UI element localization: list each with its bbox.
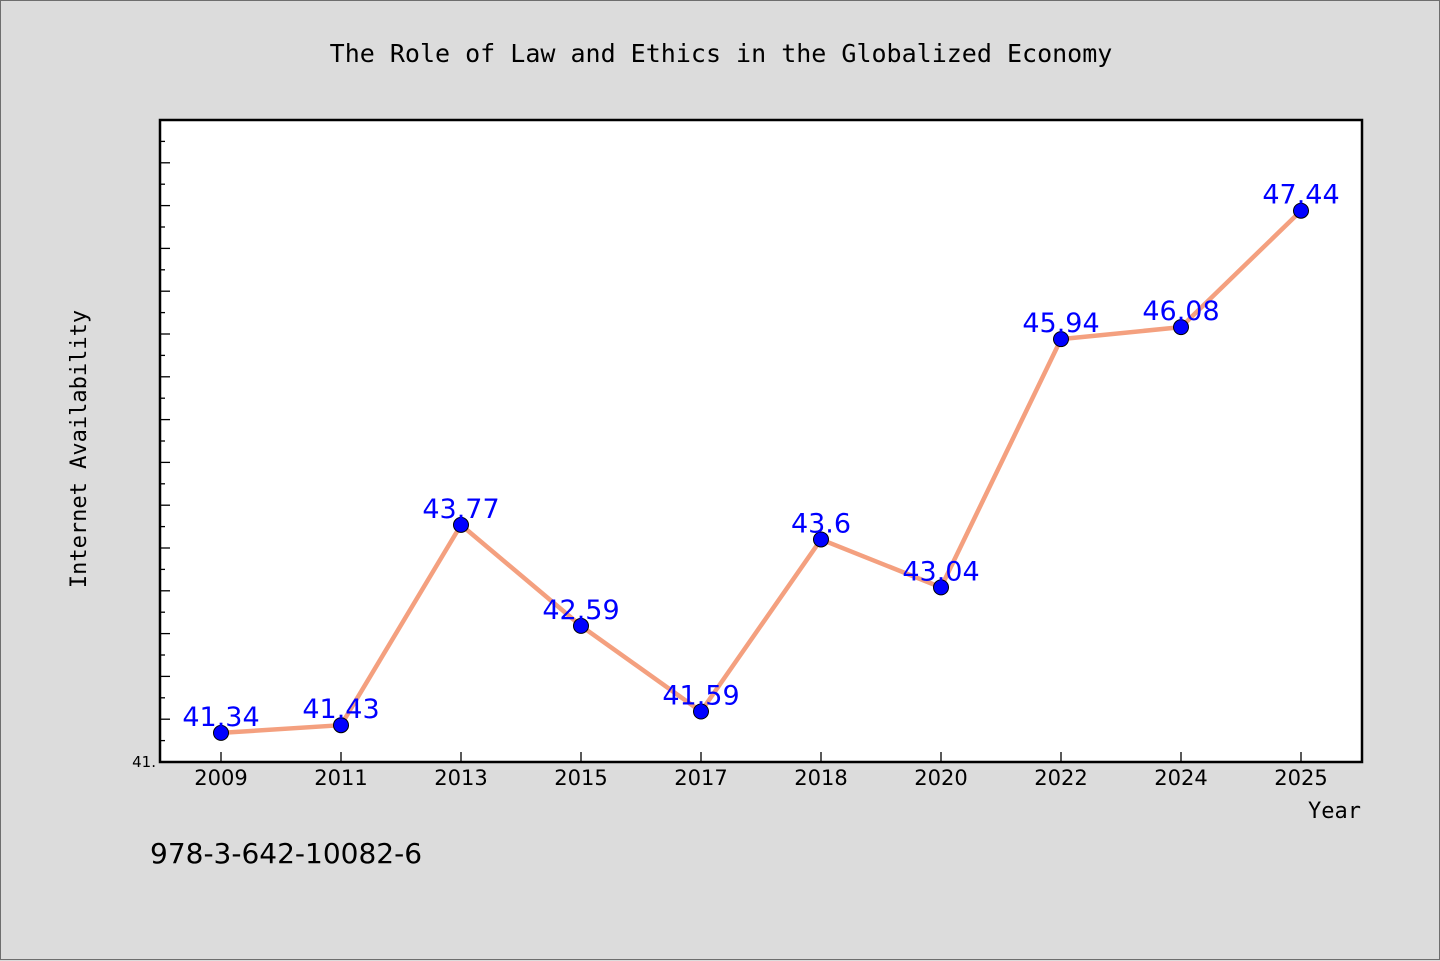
- x-axis-label: Year: [1308, 799, 1361, 824]
- x-axis-ticks: [220, 752, 1302, 762]
- x-axis-tick-label: 2025: [1274, 766, 1327, 790]
- data-label: 47.44: [1262, 180, 1339, 211]
- data-label: 43.6: [791, 508, 851, 539]
- data-point-marker: [933, 579, 949, 596]
- x-axis-tick-label: 2024: [1154, 766, 1207, 790]
- x-axis-tick-label: 2015: [554, 766, 607, 790]
- data-point-marker: [1053, 331, 1069, 348]
- data-label: 41.34: [182, 702, 259, 733]
- data-label: 41.59: [662, 680, 739, 711]
- series-line: [218, 208, 1304, 736]
- x-axis-tick-label: 2020: [914, 766, 967, 790]
- series-markers: [213, 202, 1309, 741]
- data-point-marker: [333, 717, 349, 734]
- data-point-marker: [213, 724, 229, 741]
- data-label: 46.08: [1142, 296, 1219, 327]
- data-label: 41.43: [302, 694, 379, 725]
- data-point-marker: [813, 531, 829, 548]
- data-label: 43.77: [422, 494, 499, 525]
- data-point-marker: [1173, 319, 1189, 336]
- data-point-marker: [573, 617, 589, 634]
- plot-area: [158, 118, 1364, 764]
- data-labels: 41.34 41.43 43.77 42.59 41.59 43.6 43.04 45.94 4…: [182, 180, 1339, 733]
- x-axis-tick-label: 2009: [194, 766, 247, 790]
- y-axis-tick-label: 41.: [132, 753, 156, 771]
- data-label: 42.59: [542, 595, 619, 626]
- y-axis-tick-labels: 41.: [132, 753, 156, 771]
- isbn-text: 978-3-642-10082-6: [150, 837, 423, 870]
- x-axis-tick-label: 2011: [314, 766, 367, 790]
- x-axis-tick-labels: 2009 2011 2013 2015 2017 2018 2020 2022 2024 2025: [194, 766, 1327, 790]
- chart-title: The Role of Law and Ethics in the Global…: [330, 39, 1113, 68]
- data-label: 45.94: [1022, 308, 1099, 339]
- x-axis-tick-label: 2022: [1034, 766, 1087, 790]
- data-point-marker: [693, 703, 709, 720]
- x-axis-tick-label: 2013: [434, 766, 487, 790]
- data-point-marker: [453, 516, 469, 533]
- x-axis-tick-label: 2018: [794, 766, 847, 790]
- data-label: 43.04: [902, 556, 979, 587]
- x-axis-tick-label: 2017: [674, 766, 727, 790]
- data-point-marker: [1293, 202, 1309, 219]
- y-axis-ticks: [160, 140, 170, 742]
- y-axis-label: Internet Availability: [67, 310, 92, 588]
